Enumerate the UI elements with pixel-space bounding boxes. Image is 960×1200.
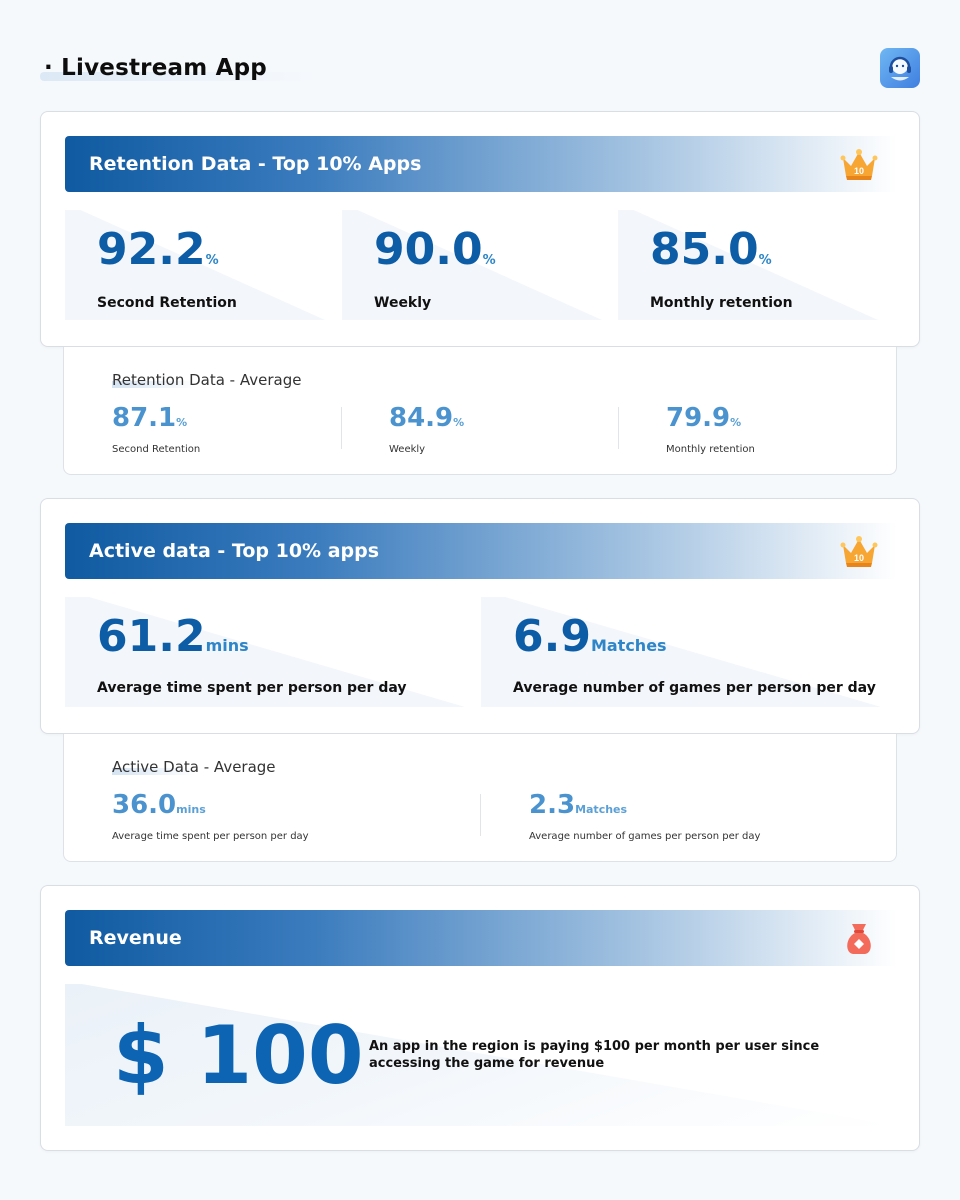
stat-value: 61.2mins	[97, 611, 249, 662]
stat-label: Second Retention	[97, 295, 237, 311]
active-top-card: Active data - Top 10% apps 10 61.2mins A…	[40, 498, 920, 734]
revenue-description: An app in the region is paying $100 per …	[369, 1039, 820, 1071]
avg-label: Average number of games per person per d…	[529, 831, 761, 842]
revenue-value: $ 100	[113, 1009, 364, 1102]
crown-badge-text: 10	[854, 166, 864, 176]
title-underline	[40, 72, 320, 81]
revenue-card: Revenue $ 100 An app in the region is pa…	[40, 885, 920, 1151]
retention-top-second: 92.2% Second Retention	[97, 224, 237, 312]
retention-top-banner: Retention Data - Top 10% Apps 10	[65, 136, 897, 192]
divider	[618, 407, 619, 449]
page-title: · Livestream App	[44, 55, 267, 81]
avg-value: 87.1%	[112, 403, 188, 433]
crown-badge-text: 10	[854, 553, 864, 563]
retention-top-monthly: 85.0% Monthly retention	[650, 224, 793, 312]
retention-avg-title: Retention Data - Average	[112, 371, 302, 389]
title-wrap: · Livestream App	[40, 52, 320, 88]
stat-value: 85.0%	[650, 224, 772, 275]
avg-value: 79.9%	[666, 403, 742, 433]
revenue-title: Revenue	[89, 927, 182, 949]
stat-label: Monthly retention	[650, 295, 793, 311]
retention-top-weekly: 90.0% Weekly	[374, 224, 496, 312]
avg-value: 84.9%	[389, 403, 465, 433]
avg-value: 2.3Matches	[529, 790, 628, 820]
avg-value: 36.0mins	[112, 790, 206, 820]
retention-top-title: Retention Data - Top 10% Apps	[89, 153, 422, 175]
stat-label: Average number of games per person per d…	[513, 680, 876, 696]
active-avg-heading: Active Data - Average	[112, 758, 276, 780]
stat-label: Average time spent per person per day	[97, 680, 407, 696]
money-bag-icon	[847, 924, 871, 954]
headset-avatar-icon	[880, 48, 920, 88]
active-avg-title: Active Data - Average	[112, 758, 276, 776]
active-avg-panel: Active Data - Average 36.0mins Average t…	[63, 734, 897, 862]
divider	[341, 407, 342, 449]
heading-underline	[112, 768, 196, 775]
avg-label: Monthly retention	[666, 444, 755, 455]
avg-label: Weekly	[389, 444, 426, 455]
avg-label: Second Retention	[112, 444, 201, 455]
heading-underline	[112, 381, 196, 388]
active-top-title: Active data - Top 10% apps	[89, 540, 380, 562]
page-header: · Livestream App	[40, 48, 920, 92]
crown-top10-icon: 10	[840, 149, 878, 180]
retention-avg-heading: Retention Data - Average	[112, 371, 301, 393]
avg-label: Average time spent per person per day	[112, 831, 309, 842]
active-top-banner: Active data - Top 10% apps 10	[65, 523, 897, 579]
active-avg-games: 2.3Matches Average number of games per p…	[529, 790, 760, 842]
stat-label: Weekly	[374, 295, 432, 311]
revenue-banner: Revenue	[65, 910, 897, 966]
stat-value: 92.2%	[97, 224, 219, 275]
active-top-time: 61.2mins Average time spent per person p…	[97, 611, 407, 697]
retention-avg-second: 87.1% Second Retention	[112, 403, 200, 455]
retention-avg-panel: Retention Data - Average 87.1% Second Re…	[63, 347, 897, 475]
retention-top-card: Retention Data - Top 10% Apps 10 92.2% S…	[40, 111, 920, 347]
stat-value: 6.9Matches	[513, 611, 667, 662]
active-top-games: 6.9Matches Average number of games per p…	[513, 611, 876, 697]
retention-avg-weekly: 84.9% Weekly	[389, 403, 464, 455]
divider	[480, 794, 481, 836]
retention-avg-monthly: 79.9% Monthly retention	[666, 403, 755, 455]
active-avg-time: 36.0mins Average time spent per person p…	[112, 790, 309, 842]
stat-value: 90.0%	[374, 224, 496, 275]
crown-top10-icon: 10	[840, 536, 878, 567]
